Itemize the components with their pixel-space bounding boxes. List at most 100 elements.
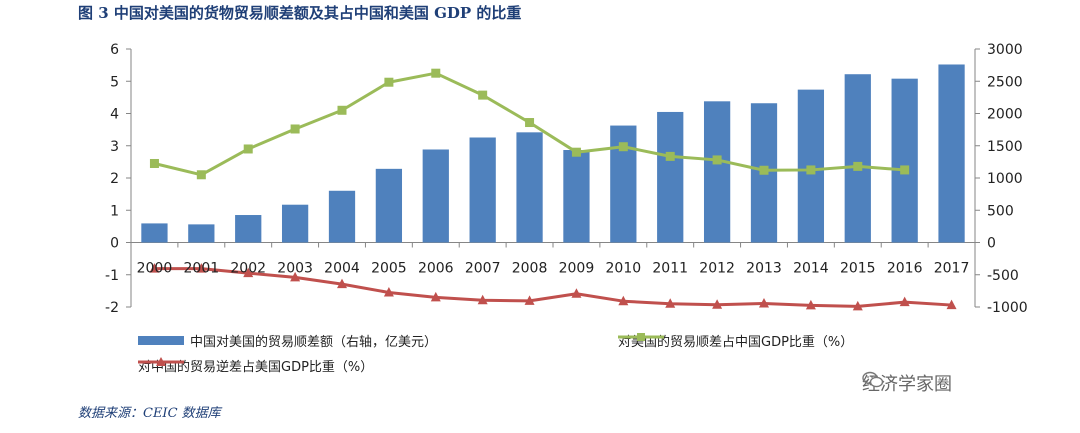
tick-labels: -2 -1 0 1 2 3 4 5 6 -1000 -500 0 500 1000 1500 2000 2500… [105,42,1028,316]
us-share-point-2016 [899,296,910,307]
legend-item-cn-share: 对美国的贸易顺差占中国GDP比重（%） [618,331,853,350]
watermark-text: 经济学家圈 [862,374,952,395]
us-share-point-2011 [665,298,676,308]
x-tick-label: 2002 [230,261,266,277]
cn-share-point-2012 [712,155,722,165]
us-share-point-2009 [571,288,582,298]
bar-2015 [844,74,871,243]
legend-swatch-us-share [138,357,184,366]
cn-share-point-2011 [665,151,675,161]
cn-share-point-2001 [196,170,206,180]
cn-share-point-2005 [384,77,394,87]
right-tick-label: 1500 [987,139,1023,155]
bar-2004 [328,190,356,243]
bar-2017 [938,64,965,243]
cn-share-point-2003 [290,124,300,134]
x-tick-label: 2009 [559,261,595,277]
legend-swatch-bar [138,336,184,345]
legend-label-bar: 中国对美国的贸易顺差额（右轴，亿美元） [190,335,438,350]
left-tick-label: 3 [110,139,119,155]
x-tick-label: 2014 [793,261,829,277]
legend-label-cn-share: 对美国的贸易顺差占中国GDP比重（%） [618,335,854,350]
bar-2012 [703,101,731,243]
us-share-point-2005 [383,286,394,297]
left-tick-label: 2 [110,171,119,187]
cn-share-point-2014 [806,165,816,175]
us-share-point-2003 [290,271,301,282]
chart-title: 图 3 中国对美国的货物贸易顺差额及其占中国和美国 GDP 的比重 [78,4,522,22]
left-tick-label: 1 [110,203,119,219]
us-share-point-2013 [759,297,769,308]
x-tick-label: 2008 [512,261,548,277]
bar-2000 [141,223,168,243]
us-share-point-2015 [852,300,863,311]
legend-item-us-share: 对中国的贸易逆差占美国GDP比重（%） [138,356,373,375]
bar-2007 [469,137,496,243]
bar-2008 [516,132,543,243]
x-tick-label: 2007 [465,261,501,277]
x-tick-label: 2004 [324,261,360,277]
bar-2002 [235,215,262,243]
us-share-point-2010 [618,295,629,306]
x-tick-label: 2003 [277,261,313,277]
bar-2016 [891,78,918,243]
left-tick-label: -1 [105,268,119,284]
us-share-point-2006 [430,291,441,302]
us-share-point-2014 [805,299,816,310]
bar-2009 [563,150,590,243]
watermark: 经济学家圈 [862,371,952,395]
x-tick-label: 2013 [746,261,782,277]
x-tick-label: 2017 [934,261,970,277]
x-tick-label: 2006 [418,261,454,277]
cn-share-point-2015 [853,161,863,171]
bar-2001 [188,224,215,243]
us-share-point-2002 [243,267,254,278]
right-tick-label: 500 [987,203,1014,219]
legend-label-us-share: 对中国的贸易逆差占美国GDP比重（%） [138,360,374,375]
left-tick-label: 6 [110,42,119,58]
cn-share-point-2002 [243,144,253,154]
cn-share-point-2013 [759,165,769,175]
right-tick-label: -500 [987,268,1019,284]
x-tick-label: 2016 [887,261,923,277]
right-tick-label: -1000 [987,300,1028,316]
us-share-point-2017 [946,299,957,310]
us-share-point-2000 [149,263,160,273]
left-tick-label: 0 [110,236,119,252]
cn-share-point-2010 [618,142,628,152]
us-share-point-2012 [712,299,723,309]
us-share-point-2004 [337,278,347,289]
x-tick-label: 2012 [699,261,735,277]
right-tick-label: 2500 [987,74,1023,90]
wechat-icon [862,371,884,388]
bar-2005 [375,168,403,243]
left-tick-label: 4 [110,107,119,123]
bar-2003 [281,204,309,243]
us-share-point-2001 [196,263,207,273]
cn-share-point-2009 [571,147,581,157]
x-tick-label: 2015 [840,261,876,277]
legend-swatch-cn-share [618,333,664,341]
right-tick-label: 2000 [987,107,1023,123]
x-tick-label: 2001 [184,261,220,277]
right-tick-label: 3000 [987,42,1023,58]
bar-2011 [657,111,684,243]
us-share-line [154,267,952,308]
cn-share-point-2000 [149,158,159,168]
legend-item-bar: 中国对美国的贸易顺差额（右轴，亿美元） [138,331,437,350]
x-tick-label: 2010 [606,261,642,277]
cn-share-point-2004 [337,105,347,115]
right-tick-label: 1000 [987,171,1023,187]
left-tick-label: 5 [110,74,119,90]
left-tick-label: -2 [105,300,119,316]
bar-2006 [422,149,449,243]
bar-series [141,64,965,243]
x-tick-label: 2000 [137,261,173,277]
x-tick-label: 2011 [652,261,688,277]
cn-share-point-2016 [900,165,910,175]
cn-share-point-2007 [478,90,488,100]
right-tick-label: 0 [987,236,996,252]
source-note: 数据来源：CEIC 数据库 [78,406,221,421]
line-series [149,68,957,311]
